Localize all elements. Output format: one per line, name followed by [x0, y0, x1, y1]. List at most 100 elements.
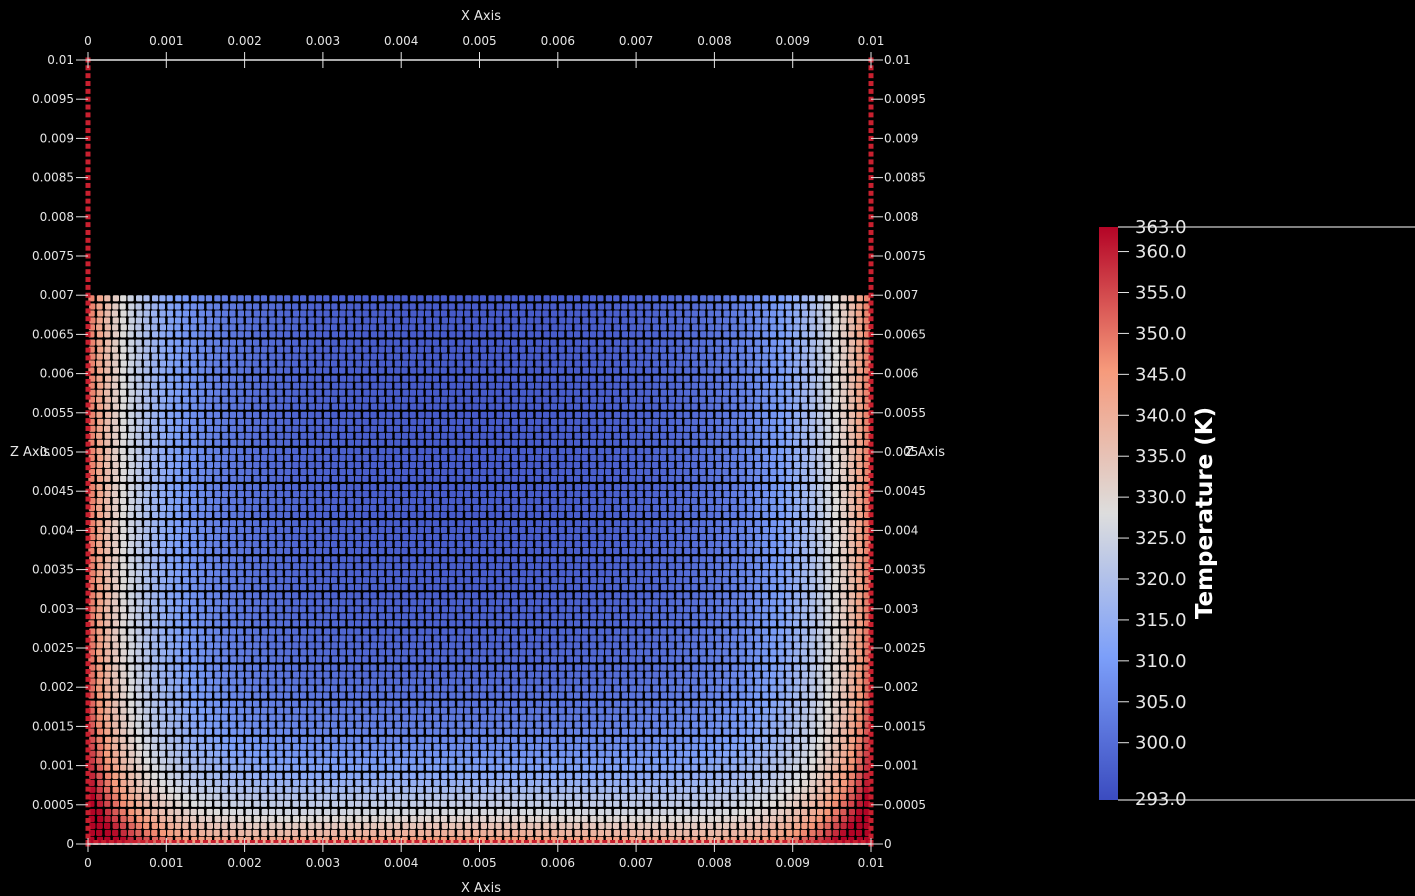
particle: [284, 547, 291, 555]
particle: [590, 504, 597, 512]
particle: [432, 628, 439, 635]
particle: [206, 664, 213, 671]
particle: [605, 584, 612, 591]
particle: [464, 497, 472, 505]
particle: [143, 678, 150, 685]
particle: [683, 484, 690, 491]
particle: [668, 750, 675, 757]
particle: [222, 772, 229, 779]
particle: [362, 793, 370, 800]
particle: [206, 613, 213, 620]
particle: [120, 613, 127, 620]
particle: [221, 606, 228, 613]
particle: [683, 822, 691, 829]
particle: [143, 714, 150, 721]
particle: [89, 484, 96, 491]
particle: [589, 800, 597, 807]
particle: [581, 504, 589, 512]
particle: [738, 671, 745, 678]
particle: [566, 664, 573, 671]
particle: [487, 757, 494, 764]
particle: [300, 685, 307, 692]
particle: [707, 750, 714, 757]
particle: [182, 547, 189, 555]
particle: [472, 764, 479, 771]
particle: [715, 743, 722, 750]
particle: [496, 772, 503, 779]
particle: [379, 592, 386, 599]
particle: [269, 584, 276, 591]
particle: [808, 620, 816, 627]
particle: [261, 671, 268, 678]
particle: [589, 497, 596, 505]
particle: [605, 504, 612, 512]
particle: [778, 692, 785, 699]
particle: [394, 764, 401, 771]
particle: [675, 764, 682, 771]
particle: [589, 786, 596, 793]
particle: [269, 570, 276, 577]
particle: [285, 786, 292, 793]
particle: [699, 685, 706, 692]
particle: [456, 584, 463, 591]
particle: [418, 628, 425, 635]
particle: [448, 520, 455, 527]
particle: [629, 635, 636, 642]
particle: [96, 800, 104, 807]
particle: [127, 635, 134, 642]
particle: [300, 815, 307, 823]
particle: [104, 547, 111, 555]
particle: [143, 599, 150, 606]
particle: [840, 628, 847, 635]
particle: [457, 829, 464, 836]
particle: [167, 497, 174, 505]
particle: [808, 786, 815, 793]
particle: [551, 599, 558, 606]
particle: [558, 671, 565, 678]
particle: [628, 497, 635, 505]
particle: [777, 635, 784, 642]
particle: [465, 656, 472, 663]
particle: [628, 750, 635, 757]
particle: [449, 692, 456, 699]
particle: [652, 721, 659, 728]
particle: [104, 497, 111, 505]
particle: [308, 822, 315, 829]
particle: [464, 815, 471, 823]
particle: [637, 664, 644, 671]
particle: [198, 750, 205, 757]
particle: [778, 750, 785, 757]
particle: [222, 736, 229, 743]
particle: [128, 484, 135, 491]
particle: [754, 635, 761, 642]
particle: [659, 815, 667, 823]
particle: [111, 563, 118, 570]
particle: [151, 592, 158, 599]
particle: [456, 570, 463, 577]
particle: [824, 728, 831, 735]
particle: [316, 793, 323, 800]
particle: [449, 678, 456, 685]
particle: [558, 736, 566, 743]
particle: [323, 563, 330, 570]
particle: [230, 678, 237, 685]
particle: [175, 511, 182, 518]
particle: [652, 714, 659, 721]
particle: [229, 815, 236, 823]
particle: [378, 815, 385, 823]
particle: [135, 736, 142, 743]
particle: [300, 592, 307, 599]
particle: [370, 497, 377, 505]
particle: [253, 700, 260, 707]
particle: [777, 815, 784, 823]
particle: [151, 707, 158, 714]
particle: [535, 577, 542, 584]
particle: [582, 764, 589, 771]
particle: [746, 714, 753, 721]
particle: [410, 671, 417, 678]
particle: [637, 750, 644, 757]
particle: [738, 527, 745, 534]
particle: [166, 563, 174, 570]
particle: [660, 520, 667, 527]
particle: [856, 800, 863, 807]
